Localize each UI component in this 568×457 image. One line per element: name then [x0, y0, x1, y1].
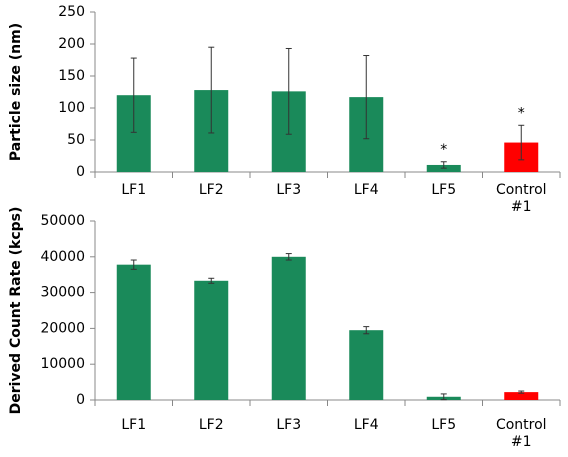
y-tick-label: 50000 [40, 213, 85, 229]
y-tick-label: 150 [58, 68, 85, 84]
y-tick-label: 250 [58, 4, 85, 20]
bar [271, 256, 306, 400]
x-tick-label: Control #1 [495, 182, 547, 215]
x-tick-label: LF4 [353, 182, 379, 198]
y-axis-title: Particle size (nm) [8, 23, 24, 161]
bar [349, 330, 384, 400]
y-tick-label: 0 [76, 392, 85, 408]
x-tick-label: LF3 [276, 182, 302, 198]
x-tick-label: LF5 [431, 182, 457, 198]
x-tick-label: LF1 [121, 182, 147, 198]
x-tick-label: LF5 [431, 417, 457, 433]
y-axis-title: Derived Count Rate (kcps) [8, 207, 24, 415]
annotation: * [518, 105, 525, 121]
x-tick-label: LF2 [198, 182, 224, 198]
y-tick-label: 200 [58, 36, 85, 52]
bar [116, 264, 151, 400]
y-tick-label: 20000 [40, 320, 85, 336]
x-tick-label: LF3 [276, 417, 302, 433]
x-tick-label: LF4 [353, 417, 379, 433]
y-tick-label: 30000 [40, 285, 85, 301]
bar [504, 392, 539, 400]
annotation: * [440, 142, 447, 158]
y-tick-label: 50 [67, 132, 85, 148]
x-tick-label: Control #1 [495, 417, 547, 450]
x-tick-label: LF1 [121, 417, 147, 433]
y-tick-label: 40000 [40, 249, 85, 265]
x-tick-label: LF2 [198, 417, 224, 433]
y-tick-label: 100 [58, 100, 85, 116]
y-tick-label: 0 [76, 164, 85, 180]
bar [194, 280, 229, 400]
y-tick-label: 10000 [40, 356, 85, 372]
